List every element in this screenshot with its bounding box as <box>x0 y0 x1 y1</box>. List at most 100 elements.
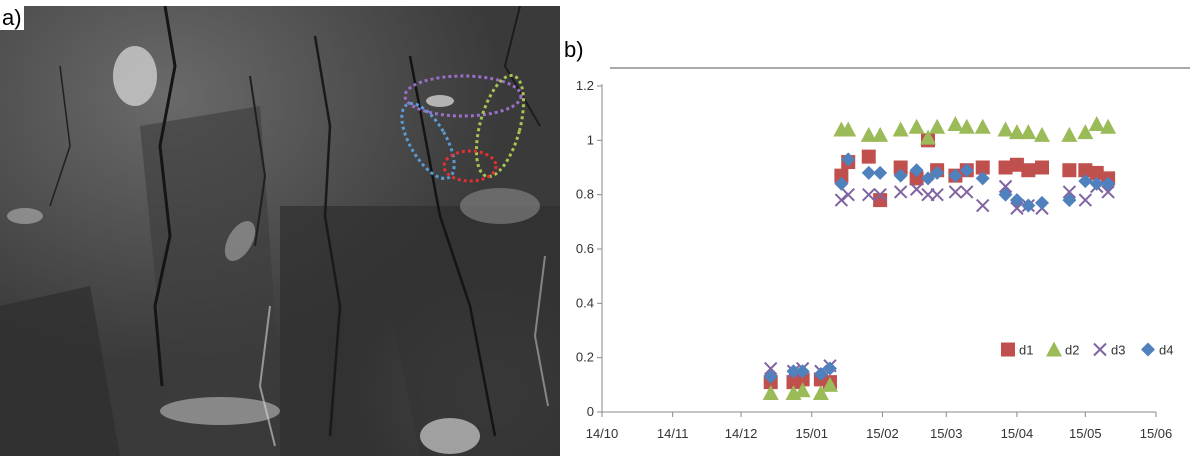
blue-dotted-ellipse <box>400 102 456 180</box>
data-point-d4 <box>1062 193 1077 208</box>
data-point-d2 <box>947 116 964 132</box>
y-tick-label: 0.2 <box>576 350 594 365</box>
series-d2 <box>762 116 1117 400</box>
data-point-d3 <box>893 185 908 199</box>
rock-photo-panel <box>0 6 560 456</box>
legend-label-d3: d3 <box>1111 343 1125 358</box>
legend-label-d2: d2 <box>1065 343 1079 358</box>
data-point-d3 <box>873 187 887 202</box>
data-point-d4 <box>909 163 924 178</box>
legend-label-d1: d1 <box>1019 343 1033 358</box>
data-point-d1 <box>893 160 908 175</box>
x-tick-label: 15/06 <box>1140 426 1173 441</box>
data-point-d4 <box>1101 176 1116 191</box>
data-point-d2 <box>929 118 946 134</box>
data-point-d1 <box>998 160 1013 175</box>
data-point-d3 <box>998 179 1013 194</box>
data-point-d4 <box>1035 195 1050 210</box>
data-point-d2 <box>920 129 937 145</box>
data-point-d4 <box>834 176 849 191</box>
data-point-d2 <box>1008 124 1025 140</box>
y-tick-label: 0.8 <box>576 187 594 202</box>
data-point-d3 <box>909 182 924 196</box>
y-tick-label: 1 <box>587 132 594 147</box>
y-tick-label: 1.2 <box>576 78 594 93</box>
data-point-d2 <box>794 382 811 398</box>
data-point-d4 <box>1089 176 1104 191</box>
data-point-d4 <box>795 364 810 379</box>
data-point-d2 <box>872 126 889 142</box>
series-d4 <box>763 152 1116 384</box>
data-point-d2 <box>821 376 838 392</box>
purple-dotted-ellipse <box>403 74 523 118</box>
data-point-d3 <box>1101 185 1115 199</box>
data-point-d4 <box>975 171 990 186</box>
data-point-d4 <box>841 152 856 167</box>
data-point-d1 <box>834 168 849 183</box>
data-point-d1 <box>1078 163 1093 178</box>
x-tick-label: 15/05 <box>1069 426 1102 441</box>
data-point-d1 <box>909 171 924 186</box>
panel-label-b: b) <box>562 37 586 62</box>
scatter-chart: 0 0.2 0.4 0.6 0.8 1 1.2 14/10 14/11 14/12 15/01 15/… <box>576 67 1190 441</box>
data-point-d4 <box>948 168 963 183</box>
data-point-d3 <box>948 185 963 199</box>
data-point-d3 <box>930 187 944 202</box>
y-tick-label: 0.6 <box>576 241 594 256</box>
data-point-d2 <box>1077 124 1094 140</box>
data-point-d4 <box>930 165 945 180</box>
data-point-d4 <box>1021 198 1036 213</box>
x-tick-label: 15/02 <box>866 426 899 441</box>
data-point-d4 <box>786 364 801 379</box>
rock-photo <box>0 6 560 456</box>
data-point-d3 <box>1078 193 1093 207</box>
data-point-d1 <box>873 193 888 208</box>
data-point-d1 <box>1021 163 1036 178</box>
data-point-d2 <box>1061 126 1078 142</box>
axes-layer: 0 0.2 0.4 0.6 0.8 1 1.2 14/10 14/11 14/12 15/01 15/… <box>576 78 1172 441</box>
data-point-d2 <box>892 121 909 137</box>
data-point-d4 <box>998 187 1013 202</box>
legend-marker-d1 <box>1001 342 1015 357</box>
data-point-d2 <box>840 121 857 137</box>
data-point-d4 <box>921 171 936 186</box>
data-point-d3 <box>976 198 990 213</box>
legend: d1 d2 d3 d4 <box>1001 341 1173 358</box>
data-point-d1 <box>975 160 990 175</box>
data-point-d3 <box>764 361 778 376</box>
x-tick-label: 15/03 <box>930 426 963 441</box>
data-point-d1 <box>1009 157 1024 172</box>
top-strip <box>0 0 1192 6</box>
y-tick-label: 0 <box>587 404 594 419</box>
data-point-d1 <box>1035 160 1050 175</box>
y-tick-label: 0.4 <box>576 295 594 310</box>
data-point-d4 <box>861 165 876 180</box>
data-point-d3 <box>960 185 974 199</box>
x-tick-label: 15/01 <box>795 426 828 441</box>
data-point-d3 <box>841 187 855 202</box>
data-point-d4 <box>893 168 908 183</box>
legend-marker-d3 <box>1093 342 1107 357</box>
data-point-d4 <box>873 165 888 180</box>
data-point-d4 <box>763 369 778 384</box>
x-tick-label: 15/04 <box>1001 426 1034 441</box>
data-point-d4 <box>1009 193 1024 208</box>
data-point-d2 <box>1088 116 1105 132</box>
data-point-d3 <box>1062 185 1077 199</box>
data-point-d2 <box>974 118 991 134</box>
data-point-d1 <box>861 149 876 164</box>
data-point-d2 <box>762 384 779 400</box>
data-point-d3 <box>862 187 876 202</box>
data-point-d2 <box>908 118 925 134</box>
legend-label-d4: d4 <box>1159 343 1173 358</box>
green-dotted-ellipse <box>474 74 526 178</box>
marks-layer <box>762 116 1117 400</box>
legend-marker-d4 <box>1141 342 1155 357</box>
x-tick-label: 14/11 <box>657 426 689 441</box>
data-point-d2 <box>860 126 877 142</box>
data-point-d4 <box>1078 174 1093 189</box>
series-d3 <box>764 179 1115 378</box>
data-point-d1 <box>1062 163 1077 178</box>
data-point-d2 <box>958 118 975 134</box>
data-point-d2 <box>812 384 829 400</box>
